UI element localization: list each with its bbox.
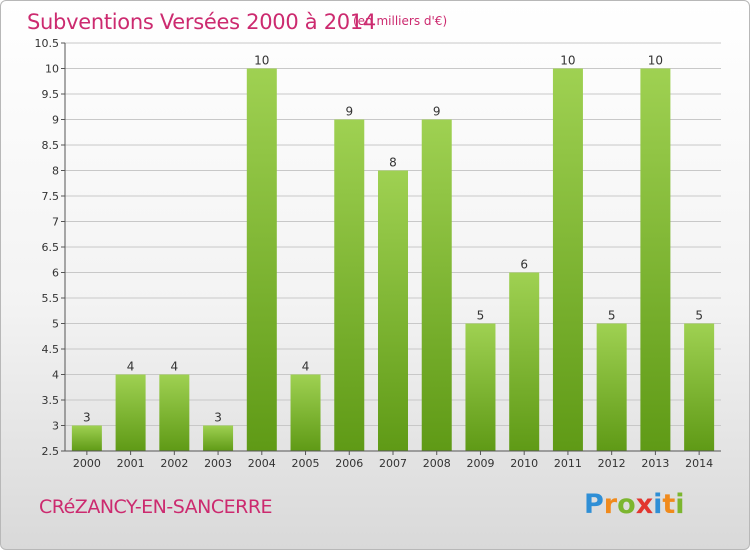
- data-label: 10: [254, 54, 269, 68]
- bar-2007: [378, 170, 408, 451]
- y-tick-label: 8: [52, 165, 59, 178]
- x-tick-label: 2009: [466, 457, 494, 470]
- y-tick-label: 4: [52, 369, 59, 382]
- labels: 2.5 3 3.5 4 4.5 5 5.5 6 6.5 7 7.5 8 8.5 9 9.5 10 10.5 3 20…: [35, 37, 714, 470]
- x-tick-label: 2002: [160, 457, 188, 470]
- y-tick-label: 10.5: [35, 37, 60, 50]
- proxiti-logo: Proxiti: [584, 489, 685, 520]
- chart-unit-note: (en milliers d'€): [353, 14, 448, 28]
- y-tick-label: 9: [52, 114, 59, 127]
- data-label: 8: [389, 156, 397, 170]
- y-tick-label: 10: [45, 63, 59, 76]
- data-label: 5: [608, 309, 616, 323]
- data-label: 5: [477, 309, 485, 323]
- logo-letter: o: [617, 489, 636, 520]
- y-tick-label: 3.5: [42, 394, 60, 407]
- x-tick-label: 2012: [598, 457, 626, 470]
- bar-2002: [159, 374, 190, 451]
- x-tick-label: 2014: [685, 457, 713, 470]
- x-tick-label: 2001: [117, 457, 145, 470]
- data-label: 3: [83, 411, 91, 425]
- y-tick-label: 2.5: [42, 445, 60, 458]
- y-tick-label: 5: [52, 318, 59, 331]
- y-tick-label: 4.5: [42, 343, 60, 356]
- x-tick-label: 2006: [335, 457, 363, 470]
- bar-2006: [334, 119, 365, 451]
- data-label: 10: [648, 54, 663, 68]
- bar-2009: [465, 323, 496, 451]
- bar-2013: [640, 68, 671, 451]
- bar-2005: [290, 374, 321, 451]
- y-tick-label: 6.5: [42, 241, 60, 254]
- x-tick-label: 2003: [204, 457, 232, 470]
- y-tick-label: 3: [52, 420, 59, 433]
- axes: [61, 42, 721, 455]
- bar-2004: [246, 68, 277, 451]
- x-tick-label: 2000: [73, 457, 101, 470]
- bar-2001: [115, 374, 146, 451]
- y-tick-label: 9.5: [42, 88, 60, 101]
- x-tick-label: 2010: [510, 457, 538, 470]
- data-label: 6: [520, 258, 528, 272]
- logo-letter: i: [675, 489, 685, 520]
- logo-letter: P: [584, 489, 604, 520]
- bar-2003: [203, 425, 234, 451]
- data-label: 9: [345, 105, 353, 119]
- data-label: 4: [127, 360, 135, 374]
- bar-2014: [684, 323, 715, 451]
- data-label: 10: [560, 54, 575, 68]
- x-tick-label: 2007: [379, 457, 407, 470]
- x-tick-label: 2008: [423, 457, 451, 470]
- data-label: 3: [214, 411, 222, 425]
- y-tick-label: 7: [52, 216, 59, 229]
- x-tick-label: 2004: [248, 457, 276, 470]
- data-label: 9: [433, 105, 441, 119]
- bar-2010: [509, 272, 540, 451]
- y-tick-label: 8.5: [42, 139, 60, 152]
- y-tick-label: 5.5: [42, 292, 60, 305]
- bar-2000: [71, 425, 102, 451]
- bar-2008: [421, 119, 452, 451]
- data-label: 4: [302, 360, 310, 374]
- bar-2012: [596, 323, 627, 451]
- logo-letter: x: [635, 489, 654, 520]
- commune-name: CRéZANCY-EN-SANCERRE: [39, 496, 273, 518]
- x-tick-label: 2011: [554, 457, 582, 470]
- chart-title: Subventions Versées 2000 à 2014: [27, 10, 376, 34]
- logo-letter: t: [662, 489, 676, 520]
- y-tick-label: 7.5: [42, 190, 60, 203]
- y-tick-label: 6: [52, 267, 59, 280]
- data-label: 4: [171, 360, 179, 374]
- x-tick-label: 2005: [292, 457, 320, 470]
- bars: [71, 68, 715, 451]
- x-tick-label: 2013: [641, 457, 669, 470]
- logo-letter: i: [653, 489, 663, 520]
- data-label: 5: [695, 309, 703, 323]
- bar-2011: [552, 68, 583, 451]
- logo-letter: r: [603, 489, 618, 520]
